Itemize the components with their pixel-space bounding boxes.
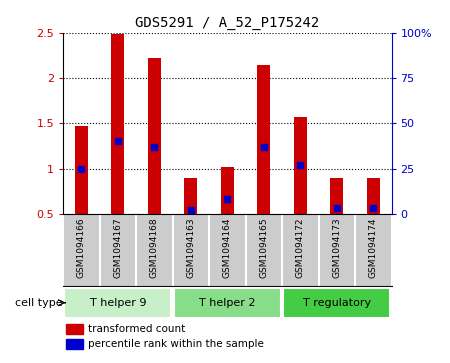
Bar [66, 324, 83, 334]
Bar [330, 178, 343, 214]
Bar [75, 126, 88, 214]
Text: GSM1094173: GSM1094173 [332, 217, 341, 278]
Text: T helper 2: T helper 2 [199, 298, 256, 308]
Text: transformed count: transformed count [88, 324, 185, 334]
Text: GSM1094164: GSM1094164 [223, 217, 232, 278]
Text: GSM1094167: GSM1094167 [113, 217, 122, 278]
Title: GDS5291 / A_52_P175242: GDS5291 / A_52_P175242 [135, 16, 320, 30]
Bar [174, 288, 280, 318]
Bar [66, 339, 83, 349]
Text: GSM1094163: GSM1094163 [186, 217, 195, 278]
Text: GSM1094172: GSM1094172 [296, 217, 305, 278]
Text: GSM1094168: GSM1094168 [150, 217, 159, 278]
Bar [64, 288, 171, 318]
Bar [111, 33, 124, 214]
Bar [221, 167, 234, 214]
Bar [284, 288, 390, 318]
Bar [367, 178, 380, 214]
Bar [257, 65, 270, 214]
Text: GSM1094165: GSM1094165 [259, 217, 268, 278]
Bar [184, 178, 197, 214]
Text: GSM1094166: GSM1094166 [77, 217, 86, 278]
Text: T regulatory: T regulatory [303, 298, 371, 308]
Bar [148, 58, 161, 214]
Text: percentile rank within the sample: percentile rank within the sample [88, 339, 264, 349]
Text: GSM1094174: GSM1094174 [369, 217, 378, 278]
Bar [294, 117, 306, 214]
Text: T helper 9: T helper 9 [90, 298, 146, 308]
Text: cell type: cell type [15, 298, 62, 308]
